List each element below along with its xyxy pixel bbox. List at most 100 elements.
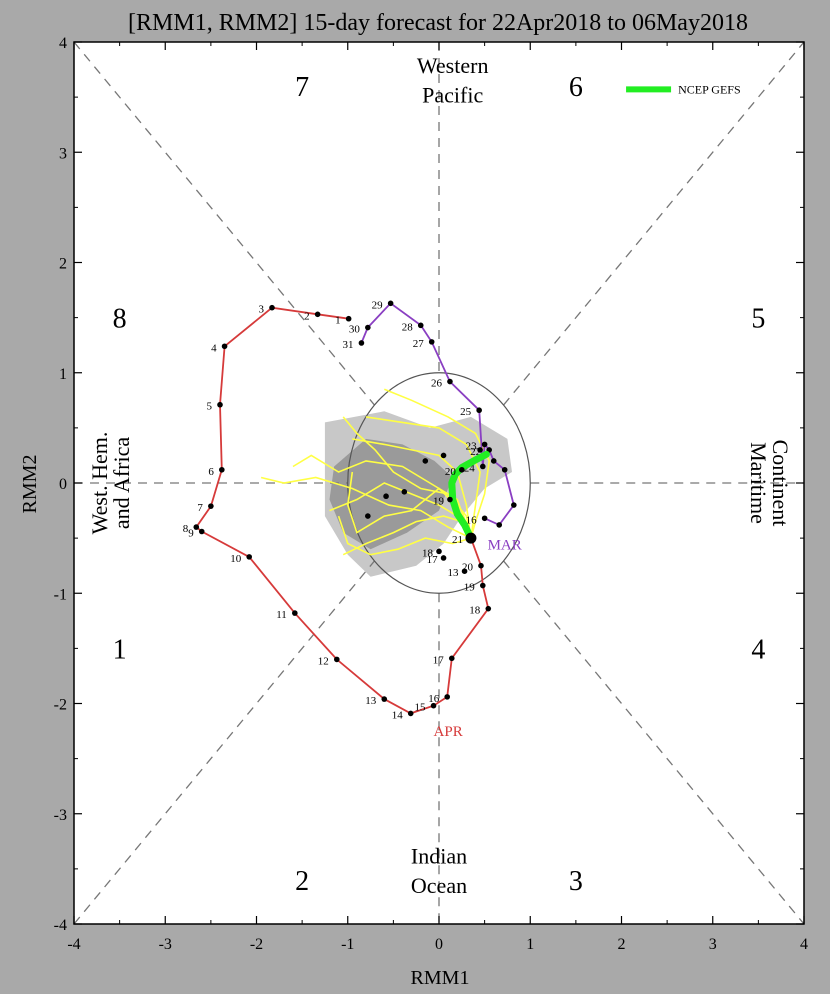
data-point	[430, 702, 437, 709]
y-tick-label: 2	[59, 256, 67, 273]
y-tick-label: 0	[59, 476, 67, 493]
data-point	[198, 528, 205, 535]
data-label: 30	[349, 324, 361, 336]
region-label-left: and Africa	[109, 437, 134, 529]
series-label-apr: APR	[434, 724, 463, 740]
data-point	[447, 378, 453, 385]
forecast-point	[440, 555, 447, 561]
x-tick-label: -3	[159, 936, 172, 953]
data-point	[481, 515, 488, 522]
forecast-point	[401, 489, 408, 495]
region-label-left: West. Hem.	[87, 432, 112, 535]
data-point	[490, 458, 497, 464]
forecast-label: 13	[448, 567, 460, 579]
forecast-point	[459, 466, 465, 473]
forecast-point	[422, 458, 429, 464]
data-label: 22	[470, 446, 481, 458]
data-label: 26	[431, 378, 443, 390]
data-point	[496, 522, 503, 528]
forecast-label: 17	[427, 554, 439, 566]
data-label: 13	[365, 695, 377, 707]
x-tick-label: 4	[800, 936, 808, 953]
data-point	[292, 610, 298, 616]
data-label: 3	[259, 304, 265, 316]
data-point	[480, 582, 486, 589]
ensemble-member-line	[337, 515, 472, 556]
x-tick-label: 0	[435, 936, 443, 953]
chart-title: [RMM1, RMM2] 15-day forecast for 22Apr20…	[128, 10, 748, 36]
data-point	[481, 441, 488, 448]
diagonal-line	[503, 41, 805, 406]
data-label: 21	[452, 534, 463, 546]
data-label: 8	[183, 523, 189, 535]
phase-label: 3	[569, 866, 583, 897]
x-axis-label: RMM1	[411, 967, 470, 989]
phase-label: 1	[113, 634, 127, 665]
data-point	[219, 466, 225, 473]
data-point	[417, 322, 424, 329]
y-tick-label: -3	[54, 807, 67, 824]
forecast-point	[447, 496, 453, 503]
forecast-point	[365, 513, 371, 519]
phase-label: 4	[751, 634, 765, 665]
y-tick-label: -4	[54, 917, 67, 934]
data-label: 1	[335, 315, 341, 327]
data-point	[480, 463, 486, 470]
data-label: 16	[466, 514, 478, 526]
data-label: 5	[207, 401, 213, 413]
x-tick-label: -2	[250, 936, 263, 953]
data-label: 19	[464, 582, 476, 594]
data-point	[478, 562, 484, 569]
x-tick-label: -4	[67, 936, 80, 953]
forecast-label: 20	[445, 466, 457, 478]
data-label: 6	[208, 466, 214, 478]
y-tick-label: 4	[59, 35, 67, 52]
series-label-mar: MAR	[488, 538, 522, 554]
x-tick-label: -1	[341, 936, 354, 953]
data-point	[365, 324, 371, 331]
ensemble-member-line	[352, 438, 472, 539]
forecast-point	[436, 548, 442, 555]
data-point	[476, 407, 482, 414]
forecast-mean-line	[448, 450, 490, 542]
region-label-bottom: Indian	[411, 843, 467, 868]
region-label-top: Western	[417, 53, 489, 78]
ensemble-member-line	[342, 416, 472, 539]
data-label: 14	[392, 709, 404, 721]
data-point	[381, 696, 388, 702]
data-label: 31	[342, 339, 353, 351]
data-label: 25	[460, 406, 472, 418]
y-tick-label: -2	[54, 697, 67, 714]
unit-circle	[347, 372, 531, 594]
data-label: 23	[466, 440, 478, 452]
diagonal-line	[73, 41, 375, 406]
y-tick-label: -1	[54, 586, 67, 603]
data-label: 17	[433, 654, 445, 666]
y-tick-label: 1	[59, 366, 67, 383]
data-label: 18	[469, 605, 481, 617]
forecast-label: 19	[433, 496, 445, 508]
x-tick-label: 1	[526, 936, 534, 953]
ensemble-member-line	[365, 416, 481, 539]
data-label: 7	[197, 502, 203, 514]
data-label: 4	[211, 342, 217, 354]
data-label: 28	[402, 321, 414, 333]
data-point	[448, 655, 455, 662]
forecast-point	[477, 447, 483, 453]
data-label: 9	[188, 528, 194, 540]
data-label: 15	[415, 702, 427, 714]
data-label: 16	[428, 693, 440, 705]
data-point	[221, 343, 228, 350]
forecast-point	[440, 452, 447, 459]
y-axis-label: RMM2	[19, 455, 41, 514]
data-label: 2	[304, 310, 310, 322]
x-tick-label: 3	[709, 936, 717, 953]
data-point	[501, 466, 508, 473]
data-point	[407, 710, 414, 717]
phase-label: 7	[295, 72, 309, 103]
data-point	[428, 339, 435, 345]
phase-label: 6	[569, 72, 583, 103]
phase-label: 2	[295, 866, 309, 897]
